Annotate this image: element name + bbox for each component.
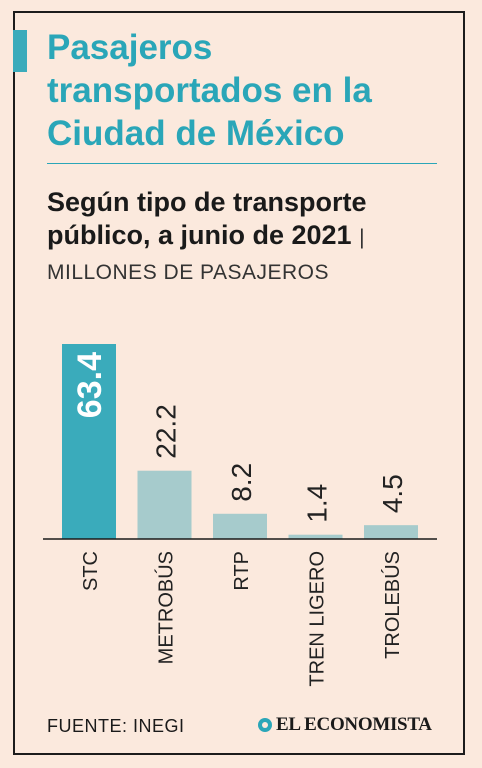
source-note: FUENTE: INEGI — [47, 716, 185, 736]
subtitle-unit: MILLONES DE PASAJEROS — [47, 261, 330, 284]
subtitle-main: Según tipo de transporte público, a juni… — [47, 187, 367, 250]
publisher-name: EL ECONOMISTA — [276, 714, 432, 735]
bar — [62, 344, 116, 539]
data-label: 8.2 — [226, 463, 257, 502]
bar — [364, 525, 418, 539]
bar — [213, 513, 267, 539]
category-label: STC — [80, 551, 102, 591]
title-divider — [47, 163, 437, 164]
bar-chart: 63.4 STC 22.2 METROBÚS 8.2 RTP 1.4 TREN LIGERO 4… — [43, 344, 437, 687]
title-accent-bar — [13, 30, 27, 72]
bar — [288, 534, 343, 539]
frame-border — [13, 11, 465, 755]
data-label: 1.4 — [302, 484, 333, 523]
economista-logo-icon — [258, 718, 272, 732]
data-label: 63.4 — [71, 352, 109, 418]
category-label: TREN LIGERO — [307, 551, 329, 687]
category-label: METROBÚS — [155, 551, 178, 664]
page-title: Pasajeros transportados en la Ciudad de … — [47, 28, 372, 153]
data-label: 22.2 — [151, 404, 182, 459]
subtitle-separator: | — [359, 226, 365, 249]
category-label: TROLEBÚS — [381, 551, 404, 659]
chart-subtitle: Según tipo de transporte público, a juni… — [47, 186, 442, 289]
bar — [137, 470, 192, 539]
publisher-logo: EL ECONOMISTA — [258, 714, 432, 736]
data-label: 4.5 — [377, 474, 408, 513]
category-label: RTP — [231, 551, 253, 591]
